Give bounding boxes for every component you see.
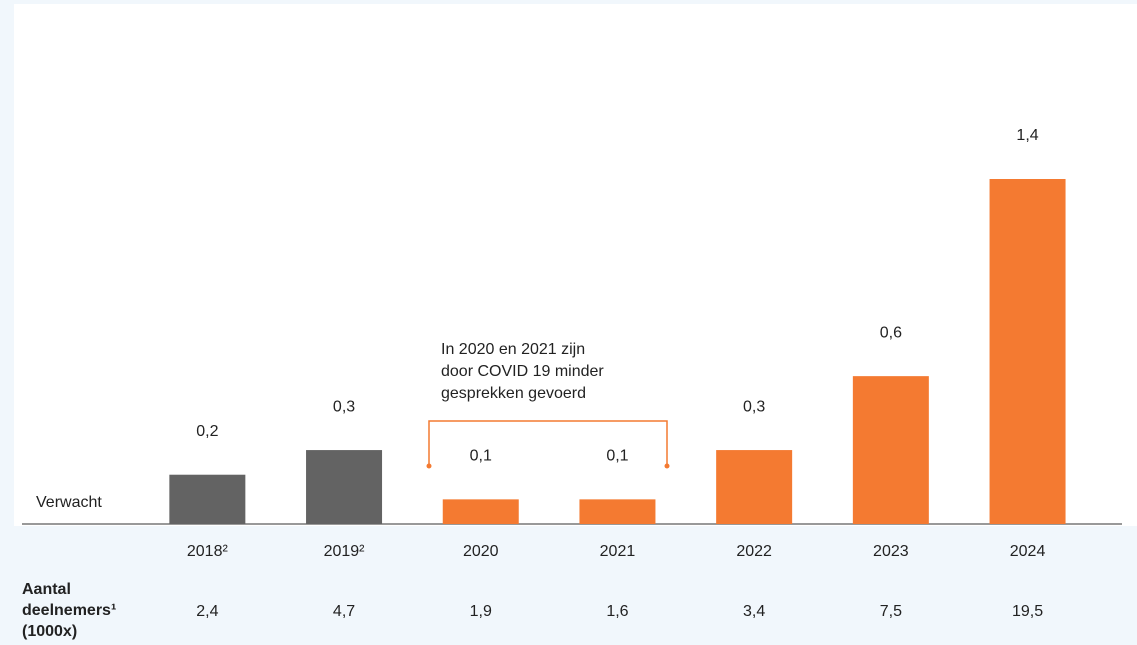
- bar: [306, 450, 383, 524]
- row-label: deelnemers¹: [22, 602, 116, 619]
- x-tick-label: 2022: [736, 543, 772, 560]
- x-tick-label: 2024: [1010, 543, 1046, 560]
- participant-value: 1,9: [470, 603, 492, 620]
- x-tick-label: 2018²: [187, 543, 229, 560]
- bracket-dot: [426, 463, 432, 469]
- bar: [579, 499, 656, 524]
- value-label: 0,2: [196, 423, 218, 440]
- value-label: 0,3: [743, 398, 765, 415]
- participant-value: 2,4: [196, 603, 218, 620]
- annotation: In 2020 en 2021 zijn: [441, 341, 585, 358]
- bar: [442, 499, 519, 524]
- value-label: 0,1: [470, 448, 492, 465]
- x-tick-label: 2020: [463, 543, 499, 560]
- annotation: gesprekken gevoerd: [441, 385, 586, 402]
- x-tick-label: 2021: [600, 543, 636, 560]
- x-tick-label: 2019²: [324, 543, 366, 560]
- value-label: 0,1: [606, 448, 628, 465]
- participant-value: 4,7: [333, 603, 355, 620]
- bar: [169, 474, 246, 524]
- participant-value: 7,5: [880, 603, 902, 620]
- value-label: 0,3: [333, 398, 355, 415]
- bar: [852, 376, 929, 524]
- participant-value: 19,5: [1012, 603, 1043, 620]
- annotation: door COVID 19 minder: [441, 363, 604, 380]
- bar: [716, 450, 793, 524]
- bracket: [428, 420, 668, 466]
- bar: [989, 179, 1066, 524]
- participant-value: 3,4: [743, 603, 765, 620]
- x-tick-label: 2023: [873, 543, 909, 560]
- value-label: 1,4: [1016, 127, 1038, 144]
- legend-text: Verwacht: [36, 494, 102, 511]
- participant-value: 1,6: [606, 603, 628, 620]
- row-label: Aantal: [22, 581, 71, 598]
- plot-background: [14, 4, 1137, 526]
- row-label: (1000x): [22, 623, 77, 640]
- bracket-dot: [664, 463, 670, 469]
- value-label: 0,6: [880, 324, 902, 341]
